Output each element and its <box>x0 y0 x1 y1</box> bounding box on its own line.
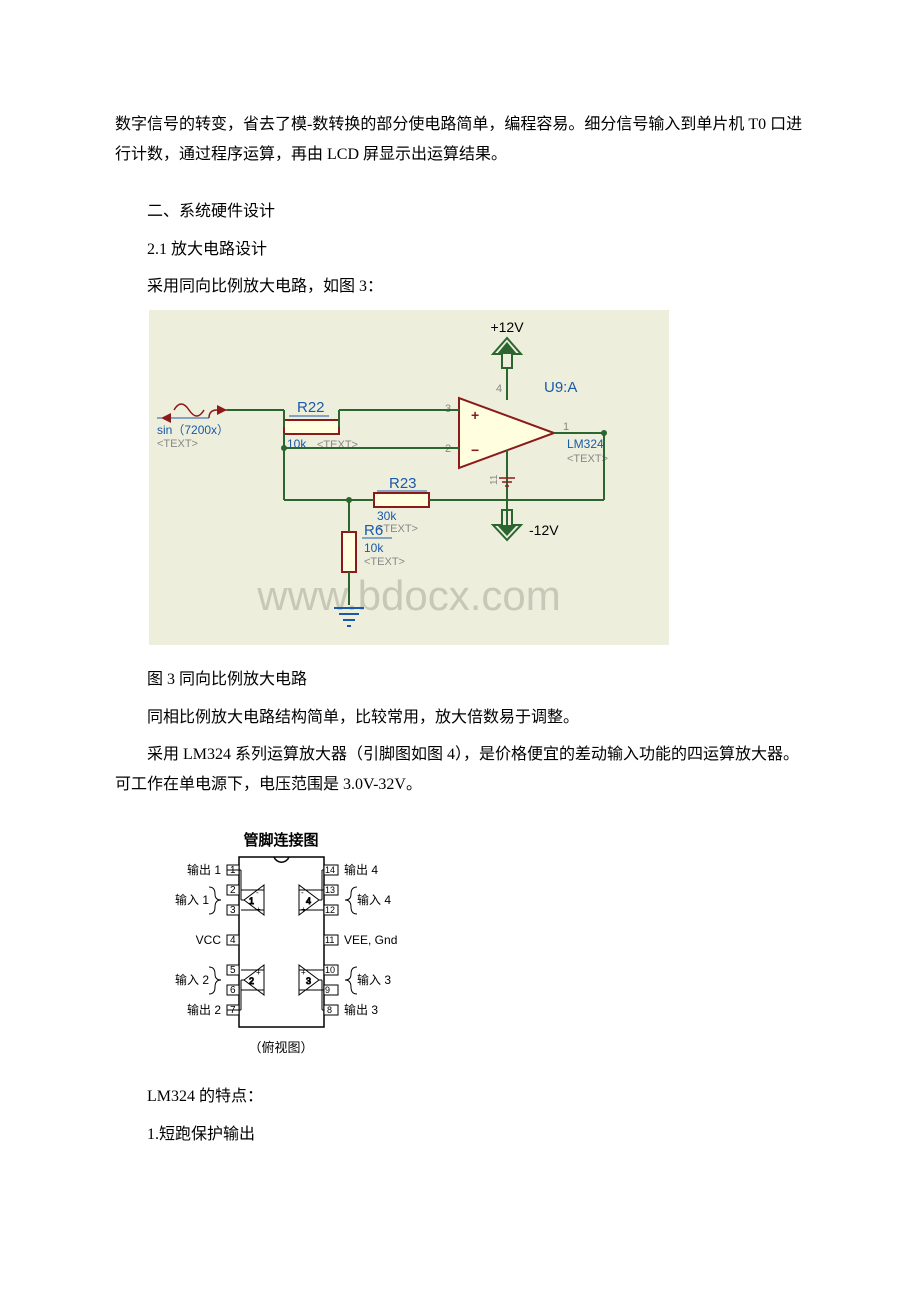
opamp-minus: − <box>471 442 479 458</box>
figure-3-caption: 图 3 同向比例放大电路 <box>115 665 805 695</box>
pin-11-label: 11 <box>489 474 500 485</box>
pinout-right-2: VEE, Gnd <box>344 933 397 947</box>
svg-text:3: 3 <box>230 905 236 916</box>
section-2-title: 二、系统硬件设计 <box>115 197 805 227</box>
svg-text:+: + <box>256 905 261 914</box>
pinout-left-0: 输出 1 <box>187 862 221 877</box>
svg-text:3: 3 <box>306 976 311 986</box>
section-2-1-desc: 采用同向比例放大电路，如图 3： <box>115 272 805 302</box>
svg-text:9: 9 <box>325 985 330 995</box>
circuit-diagram-svg: www.bdocx.com +12V 4 + − U9:A 3 2 1 LM32… <box>149 310 669 645</box>
svg-text:4: 4 <box>230 935 236 946</box>
svg-text:10: 10 <box>325 965 335 975</box>
r6-value: 10k <box>364 541 384 555</box>
r6-sub: <TEXT> <box>364 556 405 568</box>
svg-text:-: - <box>256 888 259 897</box>
svg-text:12: 12 <box>325 905 335 915</box>
intro-paragraph: 数字信号的转变，省去了模-数转换的部分使电路简单，编程容易。细分信号输入到单片机… <box>115 110 805 169</box>
figure-3-circuit: www.bdocx.com +12V 4 + − U9:A 3 2 1 LM32… <box>115 310 805 645</box>
svg-text:-: - <box>301 888 304 897</box>
watermark: www.bdocx.com <box>256 572 560 619</box>
input-sublabel: <TEXT> <box>157 438 198 450</box>
svg-text:4: 4 <box>306 896 311 906</box>
svg-text:-: - <box>256 985 259 994</box>
input-label: sin（7200x） <box>157 423 229 437</box>
svg-text:-: - <box>301 985 304 994</box>
pinout-left-2: VCC <box>196 933 222 947</box>
pinout-left-3: 输入 2 <box>175 972 209 987</box>
power-pos-label: +12V <box>490 319 524 335</box>
feature-1: 1.短跑保护输出 <box>115 1120 805 1150</box>
lm324-paragraph: 采用 LM324 系列运算放大器（引脚图如图 4），是价格便宜的差动输入功能的四… <box>115 740 805 799</box>
pinout-left-1: 输入 1 <box>175 892 209 907</box>
r22-sub: <TEXT> <box>317 439 358 451</box>
pinout-right-3: 输入 3 <box>357 972 391 987</box>
pinout-title: 管脚连接图 <box>243 831 318 849</box>
figure-4-pinout: 管脚连接图 1 2 3 4 5 6 7 14 13 12 11 10 9 8 输… <box>115 827 805 1062</box>
pinout-left-4: 输出 2 <box>187 1002 221 1017</box>
svg-text:13: 13 <box>325 885 335 895</box>
svg-text:+: + <box>301 905 306 914</box>
pin-4-label: 4 <box>496 383 502 395</box>
section-2-1-title: 2.1 放大电路设计 <box>115 235 805 265</box>
svg-text:11: 11 <box>325 935 334 945</box>
svg-text:+: + <box>301 968 306 977</box>
after-fig3-paragraph: 同相比例放大电路结构简单，比较常用，放大倍数易于调整。 <box>115 703 805 733</box>
svg-text:14: 14 <box>325 865 335 875</box>
svg-text:+: + <box>256 968 261 977</box>
pinout-diagram-svg: 管脚连接图 1 2 3 4 5 6 7 14 13 12 11 10 9 8 输… <box>149 827 414 1062</box>
r22-name: R22 <box>297 399 325 416</box>
pinout-subtitle: （俯视图） <box>248 1040 313 1055</box>
svg-text:6: 6 <box>230 985 236 996</box>
svg-text:2: 2 <box>249 976 254 986</box>
svg-text:8: 8 <box>327 1005 332 1015</box>
u9a-label: U9:A <box>544 379 577 396</box>
svg-text:5: 5 <box>230 965 236 976</box>
power-neg-label: -12V <box>529 522 559 538</box>
pinout-right-4: 输出 3 <box>344 1002 378 1017</box>
lm324-label: LM324 <box>567 437 604 451</box>
lm324-text: <TEXT> <box>567 453 608 465</box>
r6-name: R6 <box>364 522 383 539</box>
r23-name: R23 <box>389 475 417 492</box>
svg-text:1: 1 <box>249 896 254 906</box>
pin-1-label: 1 <box>563 421 569 433</box>
svg-text:2: 2 <box>230 885 236 896</box>
lm324-features-title: LM324 的特点： <box>115 1082 805 1112</box>
pinout-right-0: 输出 4 <box>344 862 378 877</box>
r23-value: 30k <box>377 509 397 523</box>
pinout-right-1: 输入 4 <box>357 892 391 907</box>
opamp-plus: + <box>471 407 479 423</box>
